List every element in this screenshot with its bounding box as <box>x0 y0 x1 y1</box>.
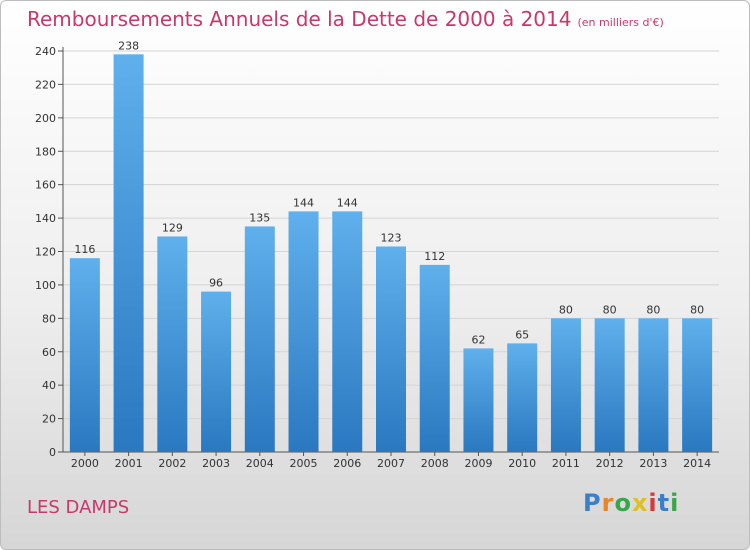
data-label: 62 <box>471 333 485 346</box>
x-tick-label: 2009 <box>464 457 492 470</box>
bar <box>288 211 319 452</box>
data-label: 80 <box>603 303 617 316</box>
y-tick-label: 200 <box>35 112 56 125</box>
logo-letter: i <box>670 489 680 517</box>
bar <box>244 226 275 452</box>
x-tick-labels: 2000 2001 2002 2003 2004 2005 2006 2007 2008 2009… <box>71 457 711 470</box>
bar <box>157 236 188 452</box>
bar <box>594 318 625 452</box>
data-label: 80 <box>690 303 704 316</box>
x-tick-label: 2000 <box>71 457 99 470</box>
y-tick-label: 240 <box>35 45 56 58</box>
y-tick-label: 140 <box>35 212 56 225</box>
x-tick-label: 2013 <box>639 457 667 470</box>
data-label: 65 <box>515 328 529 341</box>
x-tick-label: 2010 <box>508 457 536 470</box>
data-label: 238 <box>118 39 139 52</box>
logo-letter: t <box>657 489 671 517</box>
y-tick-label: 220 <box>35 78 56 91</box>
bar <box>638 318 669 452</box>
data-label: 135 <box>249 211 270 224</box>
data-label: 144 <box>293 196 314 209</box>
data-label: 96 <box>209 277 223 290</box>
x-tick-label: 2007 <box>377 457 405 470</box>
data-labels: 116 238 129 96 135 144 144 123 112 62 65 80 80 80 80 <box>74 39 704 346</box>
bar <box>463 348 494 452</box>
commune-name: LES DAMPS <box>27 497 130 518</box>
bar <box>507 343 538 452</box>
y-tick-labels: 0 20 40 60 80 100 120 140 160 180 200 220 240 <box>35 45 56 459</box>
data-label: 112 <box>424 250 445 263</box>
x-tick-label: 2008 <box>421 457 449 470</box>
chart-title-text: Remboursements Annuels de la Dette de 20… <box>27 7 572 31</box>
x-tick-label: 2003 <box>202 457 230 470</box>
bar <box>69 258 100 452</box>
bars <box>69 54 713 452</box>
logo-letter: i <box>648 489 658 517</box>
logo-letter: P <box>583 489 602 517</box>
bar <box>332 211 363 452</box>
x-tick-label: 2002 <box>158 457 186 470</box>
x-tick-label: 2005 <box>290 457 318 470</box>
data-label: 116 <box>74 243 95 256</box>
y-tick-label: 20 <box>42 413 56 426</box>
y-tick-label: 80 <box>42 312 56 325</box>
x-tick-label: 2011 <box>552 457 580 470</box>
logo-letter: r <box>601 489 615 517</box>
bar <box>376 246 406 452</box>
x-tick-label: 2004 <box>246 457 274 470</box>
y-tick-label: 0 <box>49 446 56 459</box>
x-tick-label: 2012 <box>596 457 624 470</box>
data-label: 123 <box>381 231 402 244</box>
bar <box>682 318 713 452</box>
bar <box>550 318 581 452</box>
data-label: 80 <box>559 303 573 316</box>
y-tick-label: 160 <box>35 179 56 192</box>
bar <box>419 264 450 452</box>
data-label: 80 <box>646 303 660 316</box>
y-tick-label: 40 <box>42 379 56 392</box>
x-tick-label: 2006 <box>333 457 361 470</box>
bar <box>113 54 144 452</box>
chart-unit: (en milliers d'€) <box>577 16 664 29</box>
x-tick-label: 2014 <box>683 457 711 470</box>
y-tick-label: 120 <box>35 246 56 259</box>
data-label: 129 <box>162 221 183 234</box>
chart-title: Remboursements Annuels de la Dette de 20… <box>27 7 664 31</box>
bar <box>201 291 232 452</box>
x-tick-label: 2001 <box>115 457 143 470</box>
logo-letter: x <box>631 489 649 517</box>
logo-letter: o <box>614 489 632 517</box>
data-label: 144 <box>337 196 358 209</box>
y-tick-label: 60 <box>42 346 56 359</box>
y-tick-label: 100 <box>35 279 56 292</box>
y-tick-label: 180 <box>35 145 56 158</box>
proxiti-logo[interactable]: Proxiti <box>583 489 679 517</box>
